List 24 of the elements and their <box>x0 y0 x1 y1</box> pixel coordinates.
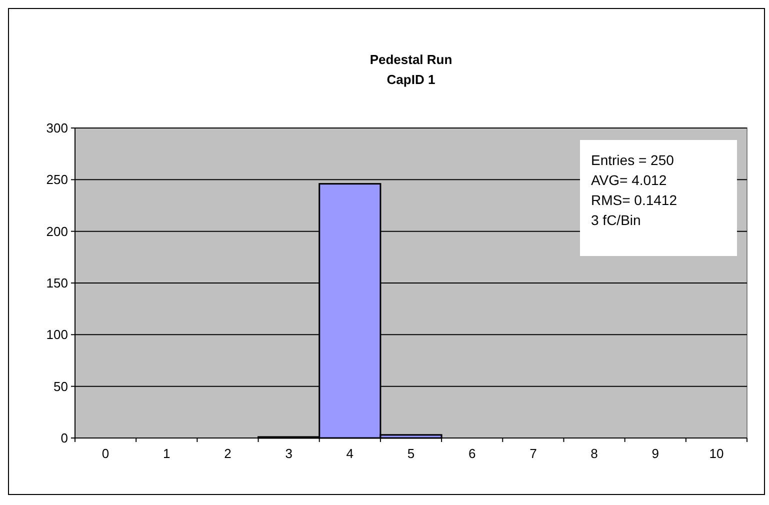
y-tick-label: 300 <box>46 120 68 136</box>
x-tick-label: 2 <box>224 446 232 461</box>
x-tick-label: 6 <box>468 446 476 461</box>
annotation: AVG= 4.012 <box>591 172 667 188</box>
annotation: 3 fC/Bin <box>591 212 641 228</box>
x-tick-label: 0 <box>102 446 110 461</box>
x-tick-label: 9 <box>652 446 659 461</box>
chart-subtitle: CapID 1 <box>386 72 436 87</box>
y-tick-label: 0 <box>60 430 68 446</box>
x-tick-label: 5 <box>407 446 415 461</box>
y-tick-label: 50 <box>54 378 68 394</box>
x-tick-label: 3 <box>285 446 292 461</box>
annotation: RMS= 0.1412 <box>591 192 678 208</box>
y-tick-label: 150 <box>46 276 68 291</box>
y-tick-label: 200 <box>46 224 68 239</box>
x-tick-label: 1 <box>163 446 170 461</box>
x-tick-label: 10 <box>709 446 724 461</box>
x-tick-label: 8 <box>590 446 598 461</box>
y-tick-label: 250 <box>46 172 68 188</box>
chart-title: Pedestal Run <box>370 52 452 67</box>
x-tick-label: 7 <box>530 446 537 461</box>
annotation: Entries = 250 <box>591 152 674 168</box>
x-tick-label: 4 <box>346 446 354 461</box>
y-tick-label: 100 <box>46 327 68 342</box>
